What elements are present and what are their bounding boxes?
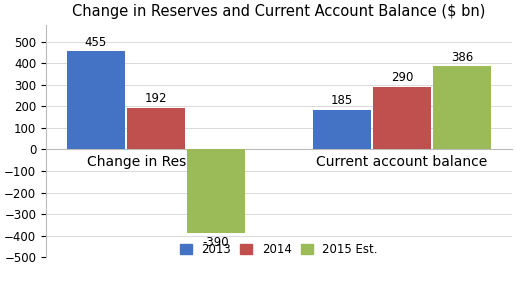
Text: 455: 455 (85, 36, 107, 49)
Bar (373, 87, 431, 150)
Text: -390: -390 (202, 236, 229, 249)
Text: 192: 192 (144, 92, 167, 106)
Bar (67, 51, 125, 150)
Bar (187, 150, 245, 234)
Bar (313, 110, 371, 150)
Bar (127, 108, 185, 150)
Text: 185: 185 (331, 94, 353, 107)
Text: 386: 386 (451, 51, 473, 64)
Bar (433, 66, 491, 150)
Legend: 2013, 2014, 2015 Est.: 2013, 2014, 2015 Est. (180, 243, 378, 256)
Title: Change in Reserves and Current Account Balance ($ bn): Change in Reserves and Current Account B… (72, 4, 486, 19)
Text: 290: 290 (391, 71, 413, 84)
